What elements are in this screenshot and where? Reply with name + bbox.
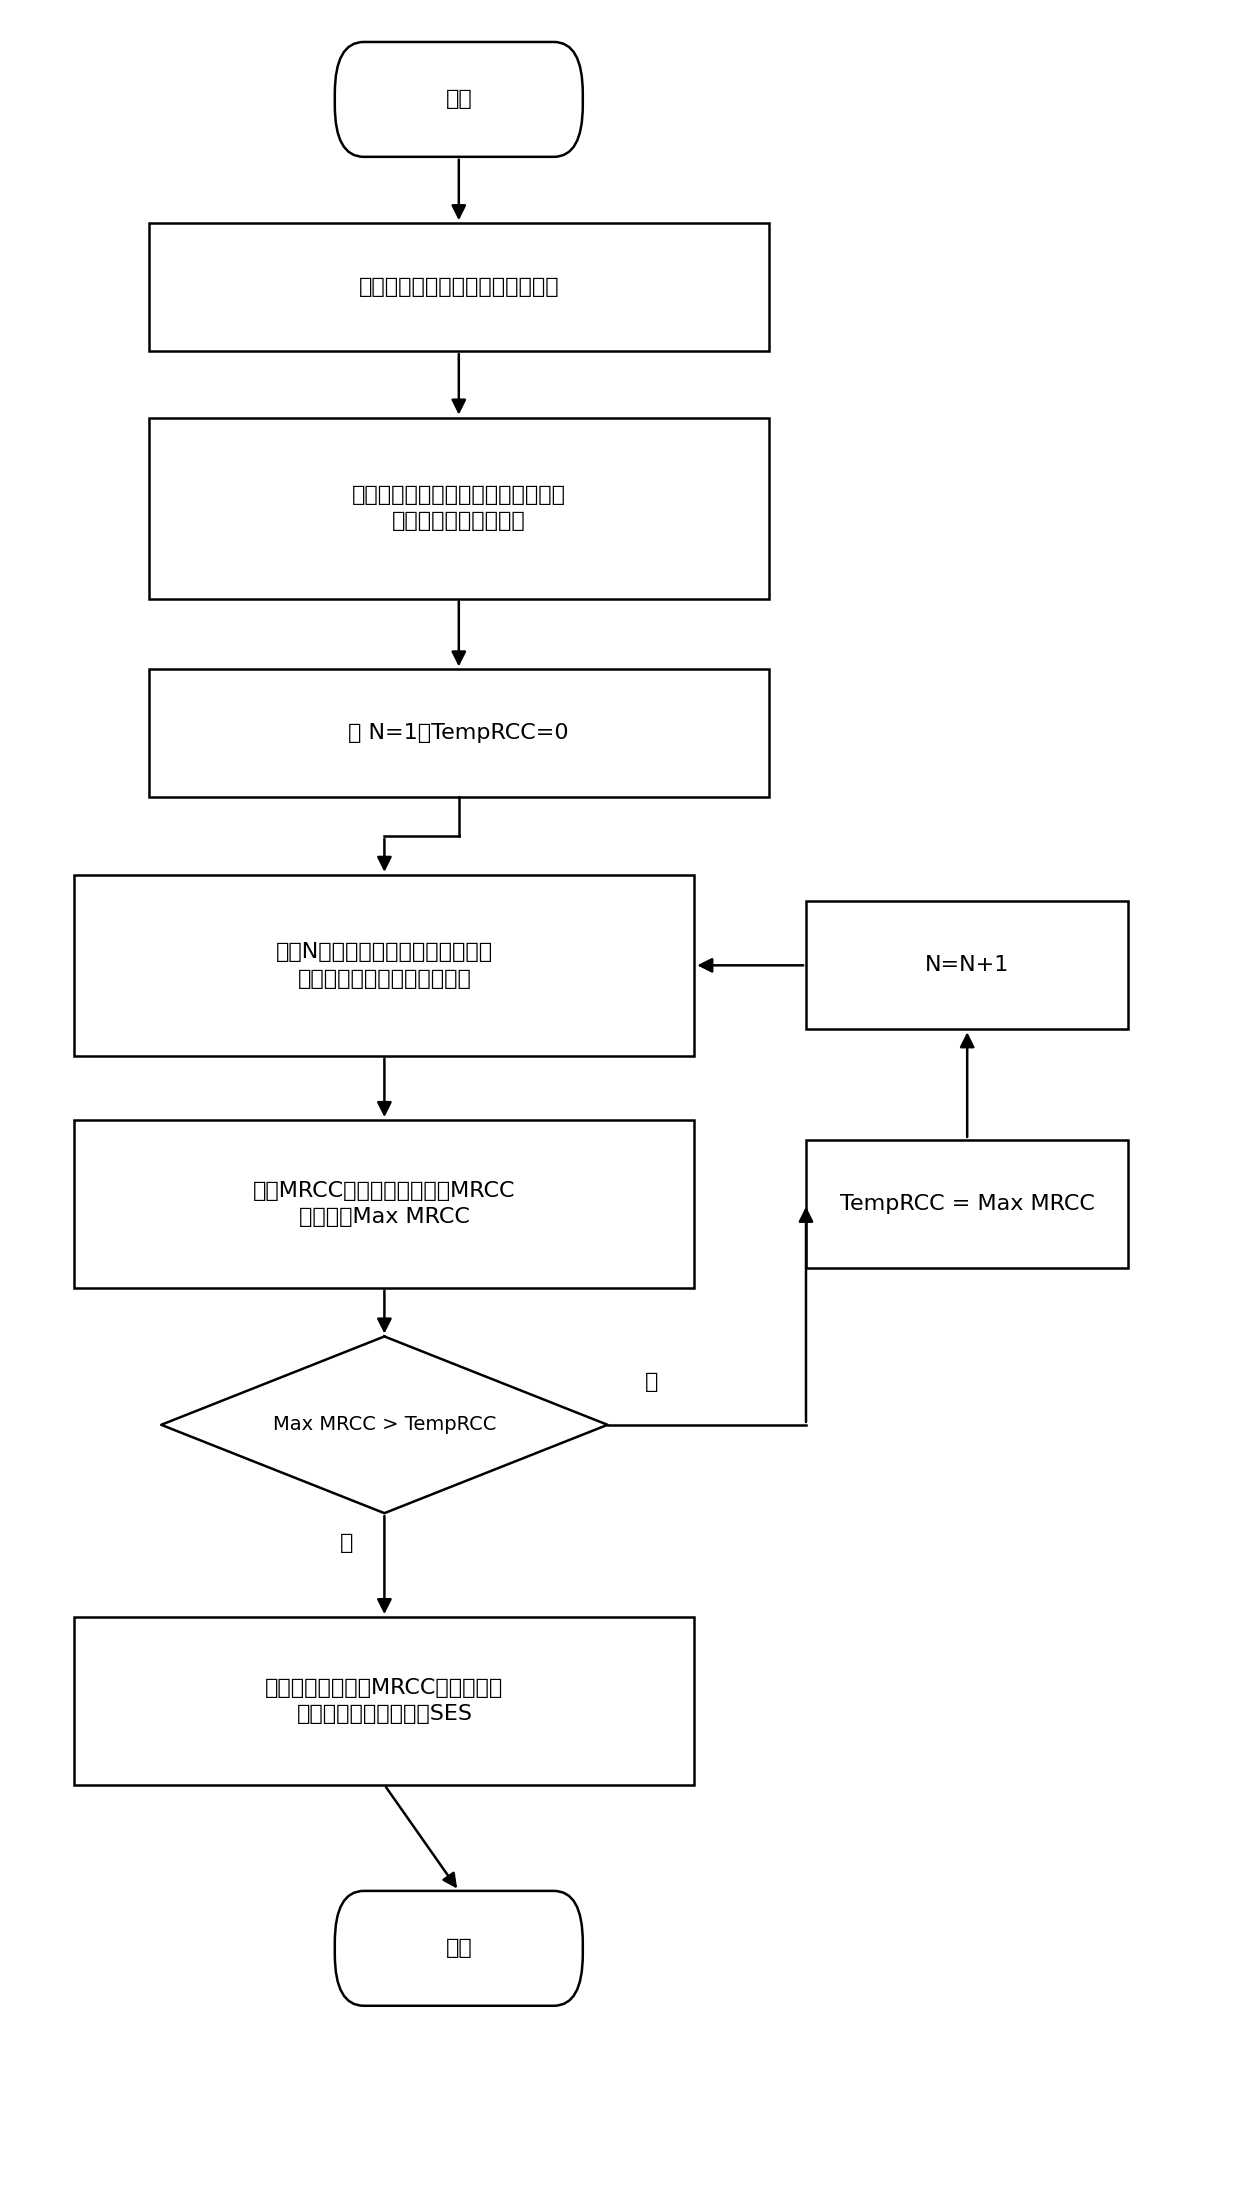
FancyBboxPatch shape xyxy=(149,223,769,351)
Text: 是: 是 xyxy=(645,1372,658,1392)
FancyBboxPatch shape xyxy=(335,42,583,157)
FancyBboxPatch shape xyxy=(806,1140,1128,1268)
FancyBboxPatch shape xyxy=(74,1617,694,1785)
Text: Max MRCC > TempRCC: Max MRCC > TempRCC xyxy=(273,1416,496,1434)
Text: 在傅里叶谱中找到符合条件的局部极
大值点和局部极小值点: 在傅里叶谱中找到符合条件的局部极 大值点和局部极小值点 xyxy=(352,484,565,532)
FancyBboxPatch shape xyxy=(74,1120,694,1288)
Text: 否: 否 xyxy=(340,1533,353,1553)
FancyBboxPatch shape xyxy=(335,1891,583,2006)
FancyBboxPatch shape xyxy=(74,875,694,1056)
FancyBboxPatch shape xyxy=(149,418,769,599)
Text: 选取所保存模态中MRCC值最大的模
态来求取其平方包络谱SES: 选取所保存模态中MRCC值最大的模 态来求取其平方包络谱SES xyxy=(265,1677,503,1725)
Text: N=N+1: N=N+1 xyxy=(925,954,1009,976)
Text: 令 N=1，TempRCC=0: 令 N=1，TempRCC=0 xyxy=(348,722,569,744)
Text: 开始: 开始 xyxy=(445,88,472,110)
Text: 结束: 结束 xyxy=(445,1937,472,1959)
Text: 保存MRCC值最大的模态，该MRCC
值设置为Max MRCC: 保存MRCC值最大的模态，该MRCC 值设置为Max MRCC xyxy=(253,1180,516,1228)
Text: 基于N个最大的局部极大值点和相应
的局部极小值点划分傅里叶谱: 基于N个最大的局部极大值点和相应 的局部极小值点划分傅里叶谱 xyxy=(275,941,494,990)
Text: 对采集的振动信号进行预白化处理: 对采集的振动信号进行预白化处理 xyxy=(358,276,559,298)
FancyBboxPatch shape xyxy=(149,669,769,797)
Polygon shape xyxy=(161,1336,608,1513)
Text: TempRCC = Max MRCC: TempRCC = Max MRCC xyxy=(839,1193,1095,1215)
FancyBboxPatch shape xyxy=(806,901,1128,1029)
